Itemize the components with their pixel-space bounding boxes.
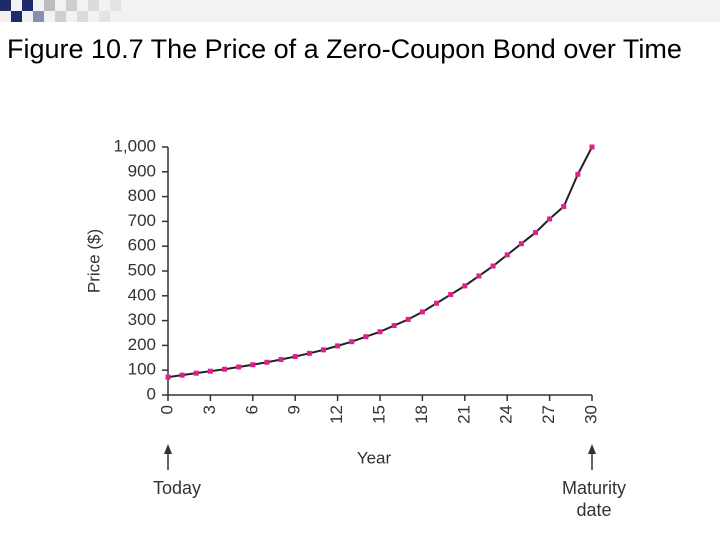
data-point bbox=[335, 343, 341, 349]
data-point bbox=[236, 364, 242, 370]
x-tick-label: 24 bbox=[497, 405, 516, 424]
data-point bbox=[462, 283, 468, 289]
x-tick-label: 0 bbox=[157, 405, 176, 414]
data-point bbox=[306, 350, 312, 356]
data-point bbox=[377, 329, 383, 335]
x-tick-label: 30 bbox=[581, 405, 600, 424]
today-arrow-head bbox=[164, 444, 172, 454]
annotation: Today bbox=[152, 478, 202, 498]
data-point bbox=[250, 362, 256, 368]
y-tick-label: 700 bbox=[128, 211, 156, 230]
y-tick-label: 900 bbox=[128, 161, 156, 180]
data-point bbox=[278, 357, 284, 363]
slide-title: Figure 10.7 The Price of a Zero-Coupon B… bbox=[7, 34, 682, 64]
y-axis-label: Price ($) bbox=[84, 229, 103, 293]
x-tick-label: 9 bbox=[285, 405, 304, 414]
data-point bbox=[532, 230, 538, 236]
maturity-arrow-head bbox=[588, 444, 596, 454]
data-point bbox=[419, 309, 425, 315]
annotation: Maturity date bbox=[561, 478, 626, 520]
data-point bbox=[476, 273, 482, 279]
y-tick-label: 500 bbox=[128, 260, 156, 279]
data-point bbox=[547, 216, 553, 222]
y-tick-label: 100 bbox=[128, 360, 156, 379]
price-curve bbox=[167, 146, 593, 379]
x-tick-label: 21 bbox=[454, 405, 473, 424]
header-decoration bbox=[0, 0, 720, 22]
data-point bbox=[589, 144, 595, 150]
y-tick-label: 200 bbox=[128, 335, 156, 354]
data-point bbox=[434, 300, 440, 306]
y-tick-label: 800 bbox=[128, 186, 156, 205]
x-axis-label: Year bbox=[357, 448, 392, 467]
data-point bbox=[391, 323, 397, 329]
x-tick-label: 27 bbox=[539, 405, 558, 424]
x-tick-label: 6 bbox=[242, 405, 261, 414]
data-point bbox=[490, 263, 496, 269]
data-point bbox=[561, 204, 567, 210]
y-tick-label: 0 bbox=[147, 384, 156, 403]
x-tick-label: 12 bbox=[327, 405, 346, 424]
data-point bbox=[222, 366, 228, 372]
y-tick-label: 600 bbox=[128, 236, 156, 255]
data-point bbox=[179, 372, 185, 378]
data-point bbox=[518, 241, 524, 247]
data-point bbox=[363, 334, 369, 340]
x-tick-label: 18 bbox=[412, 405, 431, 424]
data-point bbox=[207, 368, 213, 374]
data-point bbox=[405, 316, 411, 322]
y-tick-label: 300 bbox=[128, 310, 156, 329]
data-point bbox=[292, 354, 298, 360]
y-tick-label: 400 bbox=[128, 285, 156, 304]
data-point bbox=[264, 359, 270, 365]
data-point bbox=[448, 292, 454, 298]
data-point bbox=[320, 347, 326, 353]
y-tick-label: 1,000 bbox=[113, 136, 156, 155]
data-point bbox=[193, 370, 199, 376]
data-point bbox=[504, 252, 510, 258]
x-tick-label: 15 bbox=[369, 405, 388, 424]
data-point bbox=[349, 339, 355, 345]
data-point bbox=[165, 374, 171, 380]
x-tick-label: 3 bbox=[200, 405, 219, 414]
data-point bbox=[575, 171, 581, 177]
